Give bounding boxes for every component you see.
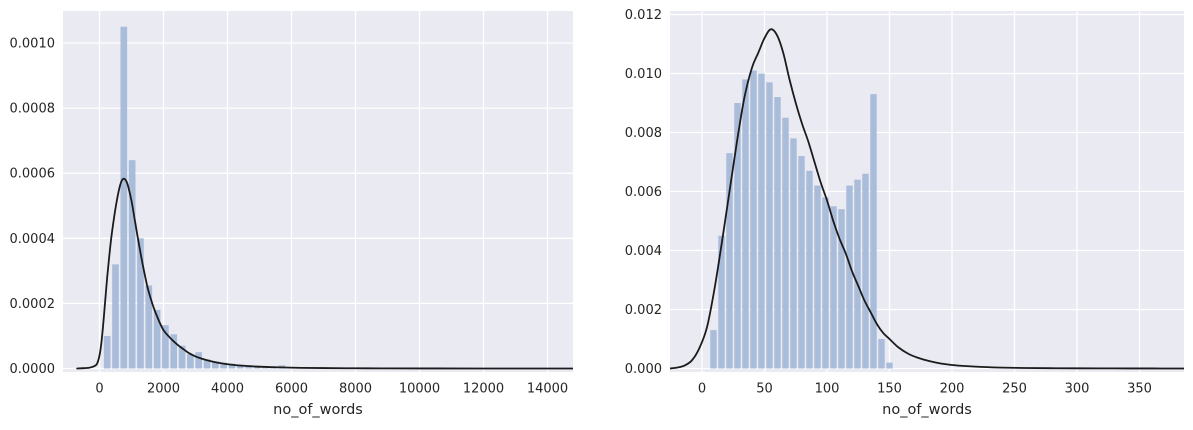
x-tick-label: 250	[1002, 382, 1027, 397]
x-tick-label: 300	[1065, 382, 1090, 397]
histogram-bar	[212, 361, 219, 369]
histogram-bar	[103, 335, 111, 369]
y-tick-label: 0.006	[625, 185, 662, 200]
x-tick-label: 0	[95, 382, 103, 397]
histogram-bar	[162, 325, 169, 369]
histogram-bar	[170, 334, 178, 369]
y-tick-label: 0.002	[625, 303, 662, 318]
histogram-bar	[782, 117, 789, 369]
x-tick-label: 350	[1127, 382, 1152, 397]
y-tick-label: 0.012	[625, 8, 662, 23]
histogram-bar	[822, 197, 829, 369]
histogram-bar	[798, 156, 805, 369]
kde-curve	[76, 177, 573, 370]
y-tick-label: 0.0004	[10, 232, 56, 247]
histogram-bar	[153, 309, 161, 369]
histogram-bar	[758, 73, 765, 369]
y-tick-label: 0.0002	[10, 297, 56, 312]
histogram-bar	[228, 363, 236, 369]
histogram-bar	[145, 285, 153, 369]
x-tick-label: 50	[756, 382, 773, 397]
histogram-bar	[846, 185, 853, 369]
histogram-bar	[220, 362, 227, 369]
histogram-bar	[814, 185, 821, 369]
histogram-bar	[137, 238, 144, 369]
x-axis-label: no_of_words	[273, 402, 363, 418]
histogram-bar	[726, 153, 733, 369]
y-tick-label: 0.000	[625, 362, 662, 377]
x-tick-label: 100	[815, 382, 840, 397]
histogram-bar	[187, 354, 194, 369]
y-tick-label: 0.008	[625, 126, 662, 141]
histogram-bar	[886, 362, 893, 369]
y-tick-label: 0.0000	[10, 362, 56, 377]
histogram-bar	[742, 79, 749, 369]
histogram-bar	[120, 26, 128, 369]
kde-curve	[670, 28, 1184, 370]
x-tick-label: 8000	[339, 382, 372, 397]
histogram-bar	[750, 70, 757, 369]
histogram-bar	[195, 352, 203, 369]
x-tick-label: 12000	[463, 382, 504, 397]
histogram-bar	[806, 170, 813, 369]
y-tick-label: 0.0010	[10, 37, 56, 52]
x-tick-label: 2000	[147, 382, 180, 397]
histogram-bar	[734, 103, 741, 369]
histogram-bar	[128, 160, 136, 369]
histogram-bar	[203, 359, 211, 369]
histogram-bar	[766, 82, 773, 369]
x-tick-label: 4000	[211, 382, 244, 397]
y-tick-label: 0.0006	[10, 167, 56, 182]
histogram-bar	[870, 94, 877, 369]
x-axis-label: no_of_words	[882, 402, 972, 418]
x-tick-label: 200	[940, 382, 965, 397]
x-tick-label: 0	[698, 382, 706, 397]
histogram-bar	[236, 364, 244, 369]
histogram-bar	[830, 206, 837, 369]
histogram-bar	[878, 339, 885, 369]
y-tick-label: 0.010	[625, 67, 662, 82]
y-tick-label: 0.0008	[10, 102, 56, 117]
histogram-bar	[790, 138, 797, 369]
histogram-bar	[774, 97, 781, 369]
histogram-bar	[862, 173, 869, 369]
x-tick-label: 6000	[275, 382, 308, 397]
y-tick-label: 0.004	[625, 244, 662, 259]
histogram-bar	[838, 209, 845, 369]
x-tick-label: 14000	[527, 382, 568, 397]
histogram-bar	[718, 235, 725, 369]
x-tick-label: 10000	[399, 382, 440, 397]
histogram-bar	[112, 264, 119, 369]
histogram-bar	[854, 179, 861, 369]
histogram-bar	[178, 345, 186, 369]
x-tick-label: 150	[877, 382, 902, 397]
histogram-bar	[710, 330, 717, 369]
